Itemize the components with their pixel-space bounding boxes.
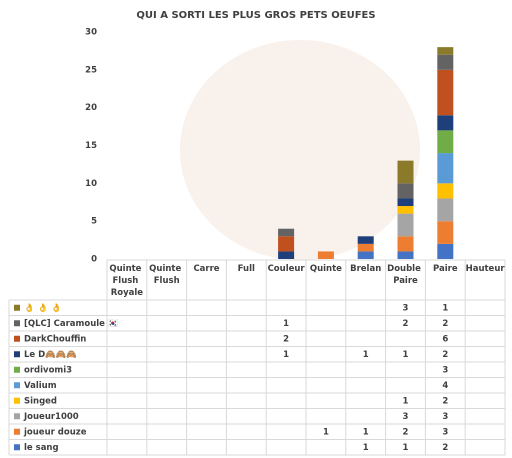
bar-segment bbox=[397, 206, 414, 214]
background-image bbox=[180, 40, 420, 260]
bar-segment bbox=[437, 130, 454, 154]
bar-segment bbox=[278, 236, 295, 252]
legend-label: le sang bbox=[24, 443, 59, 453]
y-tick-label: 15 bbox=[85, 141, 97, 151]
table-value: 2 bbox=[442, 350, 448, 360]
x-tick-label: Quinte Flush Royale bbox=[109, 264, 144, 298]
bar-segment bbox=[437, 69, 454, 116]
y-tick-label: 20 bbox=[85, 103, 97, 113]
bar-segment bbox=[437, 243, 454, 259]
legend-marker bbox=[14, 444, 20, 451]
legend-label: joueur douze bbox=[23, 427, 87, 437]
legend-marker bbox=[14, 397, 20, 404]
legend-marker bbox=[14, 335, 20, 342]
table-value: 3 bbox=[403, 303, 409, 313]
legend-marker bbox=[14, 382, 20, 389]
bar-segment bbox=[397, 160, 414, 184]
y-tick-label: 25 bbox=[85, 65, 97, 75]
legend-label: ordivomi3 bbox=[24, 365, 72, 375]
table-value: 1 bbox=[283, 350, 289, 360]
table-value: 1 bbox=[323, 427, 329, 437]
bar-segment bbox=[357, 236, 374, 244]
bar-segment bbox=[357, 251, 374, 259]
table-value: 3 bbox=[442, 427, 448, 437]
x-tick-label: Quinte Flush bbox=[149, 264, 184, 286]
bar-segment bbox=[397, 198, 414, 207]
bar-segment bbox=[437, 198, 454, 222]
legend-label: Valium bbox=[24, 381, 57, 391]
table-value: 2 bbox=[442, 319, 448, 329]
x-tick-label: Couleur bbox=[268, 264, 306, 274]
chart-title: QUI A SORTI LES PLUS GROS PETS OEUFES bbox=[136, 10, 375, 21]
legend-label: [QLC] Caramoule 🇰🇷 bbox=[24, 318, 119, 329]
legend-label: Joueur1000 bbox=[23, 412, 79, 422]
legend-label: 👌 👌 👌 bbox=[24, 302, 62, 313]
table-value: 1 bbox=[363, 427, 369, 437]
bar-segment bbox=[278, 251, 295, 259]
table-value: 1 bbox=[403, 396, 409, 406]
legend-label: Le D🙈🙈🙈 bbox=[24, 350, 77, 360]
x-tick-label: Quinte bbox=[310, 264, 342, 274]
bar-segment bbox=[437, 115, 454, 131]
table-value: 4 bbox=[442, 381, 448, 391]
x-tick-label: Paire bbox=[433, 264, 458, 274]
table-value: 1 bbox=[442, 303, 448, 313]
table-value: 2 bbox=[442, 443, 448, 453]
table-value: 3 bbox=[442, 412, 448, 422]
bar-segment bbox=[357, 243, 374, 252]
y-tick-label: 0 bbox=[91, 255, 97, 265]
bar-segment bbox=[437, 47, 454, 55]
bar-segment bbox=[397, 251, 414, 259]
bar-segment bbox=[397, 213, 414, 237]
bar-segment bbox=[437, 153, 454, 184]
y-tick-label: 10 bbox=[85, 179, 97, 189]
table-value: 1 bbox=[283, 319, 289, 329]
table-value: 2 bbox=[403, 427, 409, 437]
bar-segment bbox=[397, 236, 414, 252]
table-value: 1 bbox=[403, 350, 409, 360]
x-tick-label: Carre bbox=[193, 264, 219, 274]
legend-label: DarkChouffin bbox=[24, 334, 86, 344]
y-tick-label: 5 bbox=[91, 217, 97, 227]
legend-marker bbox=[14, 428, 20, 435]
x-tick-label: Full bbox=[238, 264, 255, 274]
bar-segment bbox=[317, 251, 334, 259]
table-value: 3 bbox=[403, 412, 409, 422]
bar-segment bbox=[437, 221, 454, 244]
bar-segment bbox=[437, 183, 454, 199]
legend-marker bbox=[14, 304, 20, 311]
legend-marker bbox=[14, 320, 20, 327]
table-value: 2 bbox=[442, 396, 448, 406]
table-value: 3 bbox=[442, 365, 448, 375]
x-tick-label: Brelan bbox=[350, 264, 381, 274]
x-tick-label: Double Paire bbox=[387, 264, 424, 286]
legend-label: Singed bbox=[24, 396, 57, 406]
table-value: 2 bbox=[283, 334, 289, 344]
bar-segment bbox=[278, 228, 295, 237]
legend-marker bbox=[14, 351, 20, 358]
bar-segment bbox=[397, 183, 414, 199]
y-tick-label: 30 bbox=[85, 28, 97, 38]
table-value: 6 bbox=[442, 334, 448, 344]
table-value: 1 bbox=[363, 350, 369, 360]
table-value: 1 bbox=[363, 443, 369, 453]
bar-segment bbox=[437, 54, 454, 70]
table-value: 1 bbox=[403, 443, 409, 453]
legend-marker bbox=[14, 413, 20, 420]
table-value: 2 bbox=[403, 319, 409, 329]
x-tick-label: Hauteur bbox=[466, 264, 506, 274]
legend-marker bbox=[14, 366, 20, 373]
